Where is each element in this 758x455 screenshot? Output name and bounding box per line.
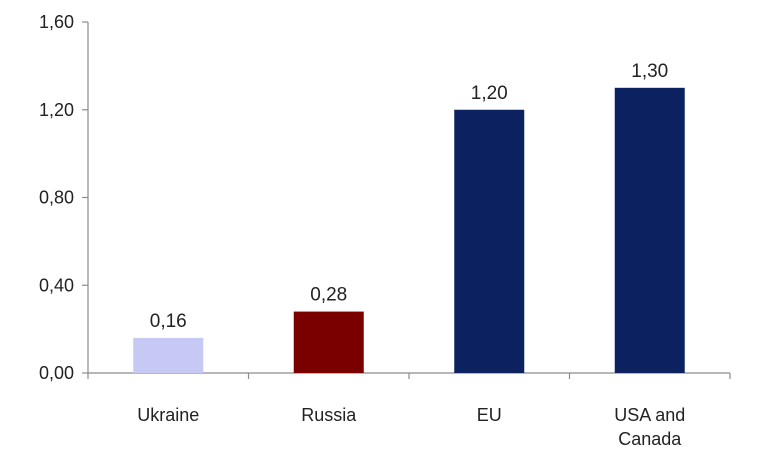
y-tick-label: 0,40 (39, 275, 74, 295)
y-tick-label: 1,60 (39, 12, 74, 32)
category-label: Ukraine (137, 405, 199, 425)
y-tick-label: 0,80 (39, 188, 74, 208)
category-label: Russia (301, 405, 357, 425)
y-tick-label: 0,00 (39, 363, 74, 383)
category-label: EU (477, 405, 502, 425)
bar (614, 87, 685, 373)
data-label: 1,30 (631, 61, 668, 82)
y-tick-label: 1,20 (39, 100, 74, 120)
data-label: 0,16 (150, 311, 187, 332)
bar (293, 311, 364, 373)
data-label: 0,28 (310, 285, 347, 306)
x-axis: Ukraine Russia EU USA and Canada (87, 372, 731, 449)
bars (133, 87, 685, 373)
bar (454, 109, 525, 373)
bar (133, 337, 204, 373)
data-label: 1,20 (471, 83, 508, 104)
category-label: USA and Canada (614, 405, 685, 449)
y-axis: 0,00 0,40 0,80 1,20 1,60 (39, 12, 89, 383)
data-labels: 0,16 0,28 1,20 1,30 (150, 61, 668, 332)
